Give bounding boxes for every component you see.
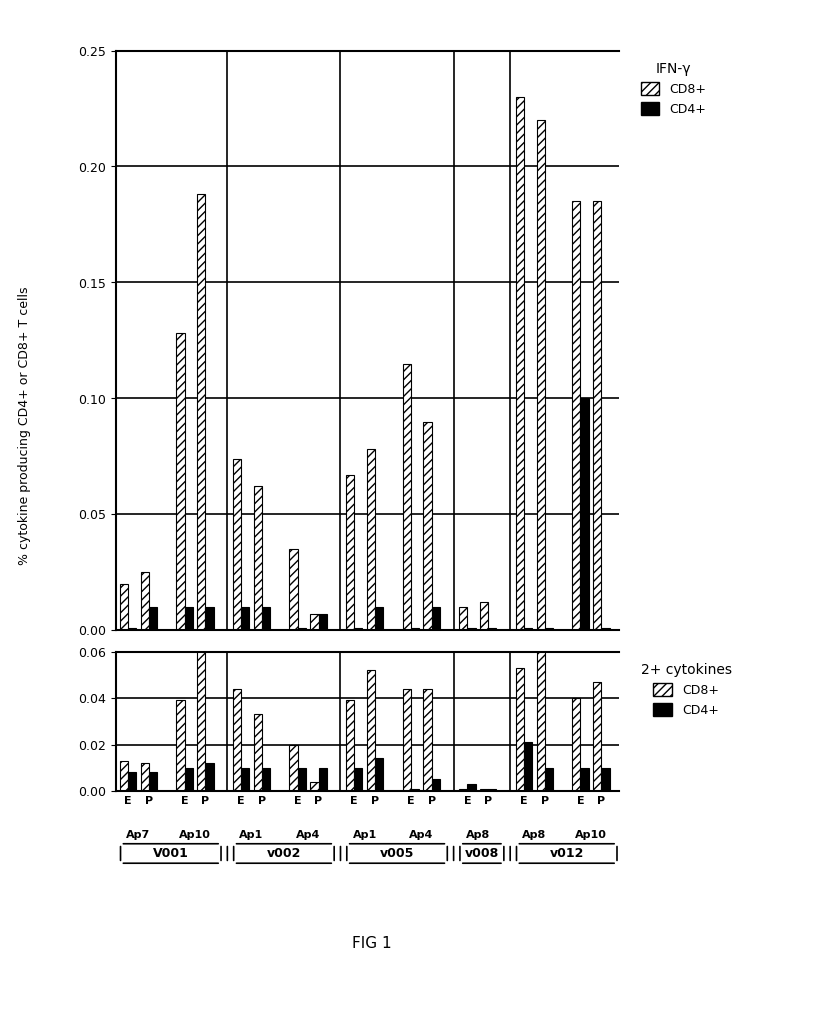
Bar [120,584,128,631]
Bar [375,758,383,791]
Bar [298,768,305,791]
Bar [423,689,431,791]
Bar [544,768,553,791]
Bar [366,670,375,791]
Legend: CD8+, CD4+: CD8+, CD4+ [635,57,711,121]
Bar [253,487,262,631]
Bar [524,628,532,631]
Bar [241,607,249,631]
Bar [241,768,249,791]
Text: Ap7: Ap7 [126,829,150,840]
Text: v005: v005 [380,847,414,860]
Text: % cytokine producing CD4+ or CD8+ T cells: % cytokine producing CD4+ or CD8+ T cell… [18,287,31,565]
Bar [233,689,241,791]
Text: Ap8: Ap8 [522,829,546,840]
Bar [346,701,354,791]
Bar [120,760,128,791]
Bar [128,773,136,791]
Bar [601,628,609,631]
Bar [177,334,184,631]
Bar [205,764,214,791]
Text: v012: v012 [549,847,583,860]
Bar [536,647,544,791]
Bar [411,628,419,631]
Bar [148,773,157,791]
Bar [290,744,298,791]
Text: V001: V001 [153,847,189,860]
Bar [197,195,205,631]
Bar [488,628,496,631]
Bar [205,607,214,631]
Bar [354,768,362,791]
Bar [592,202,601,631]
Bar [310,614,318,631]
Bar [580,399,588,631]
Legend: CD8+, CD4+: CD8+, CD4+ [635,658,736,722]
Bar [128,628,136,631]
Text: Ap1: Ap1 [352,829,376,840]
Bar [572,202,580,631]
Bar [177,701,184,791]
Bar [140,764,148,791]
Bar [516,97,524,631]
Bar [262,768,270,791]
Bar [184,607,192,631]
Bar [262,607,270,631]
Bar [184,768,192,791]
Bar [601,768,609,791]
Bar [524,742,532,791]
Bar [140,572,148,631]
Bar [544,628,553,631]
Bar [423,422,431,631]
Bar [148,607,157,631]
Bar [318,768,327,791]
Bar [580,768,588,791]
Bar [346,475,354,631]
Bar [197,647,205,791]
Text: v008: v008 [464,847,498,860]
Bar [403,364,411,631]
Bar [431,607,440,631]
Bar [459,789,467,791]
Bar [572,699,580,791]
Text: v002: v002 [266,847,301,860]
Bar [592,682,601,791]
Bar [467,784,475,791]
Bar [354,628,362,631]
Bar [290,550,298,631]
Bar [488,789,496,791]
Bar [411,789,419,791]
Bar [467,628,475,631]
Bar [298,628,305,631]
Bar [459,607,467,631]
Text: Ap10: Ap10 [179,829,210,840]
Bar [375,607,383,631]
Bar [310,782,318,791]
Bar [479,789,488,791]
Text: Ap1: Ap1 [239,829,263,840]
Bar [479,602,488,631]
Bar [431,780,440,791]
Text: Ap10: Ap10 [574,829,606,840]
Bar [318,614,327,631]
Text: Ap4: Ap4 [408,829,433,840]
Bar [516,668,524,791]
Text: FIG 1: FIG 1 [351,936,391,950]
Bar [366,449,375,631]
Bar [536,121,544,631]
Text: Ap4: Ap4 [295,829,320,840]
Text: Ap8: Ap8 [465,829,489,840]
Bar [253,715,262,791]
Bar [403,689,411,791]
Bar [233,458,241,631]
